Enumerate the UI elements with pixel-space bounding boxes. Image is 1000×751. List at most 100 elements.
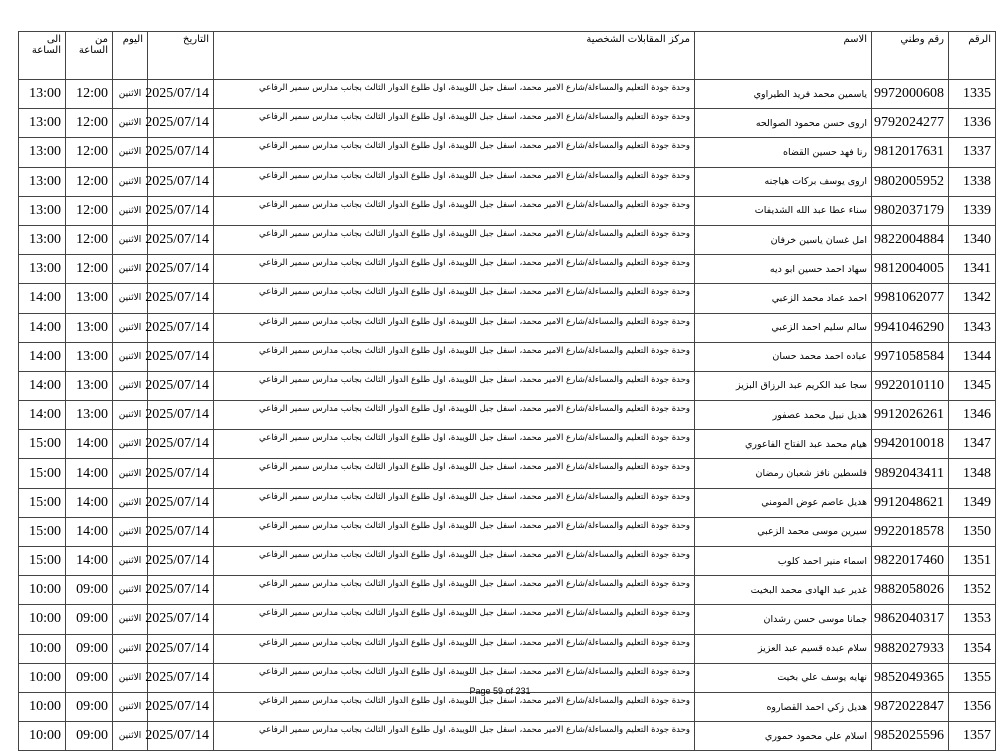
interview-date: 2025/07/14 <box>145 283 214 314</box>
interview-day: الاثنين <box>112 370 148 402</box>
national-id: 9882027933 <box>871 633 949 664</box>
applicant-name: سلام عبده قسيم عبد العزيز <box>694 633 872 664</box>
national-id: 9872022847 <box>871 691 949 723</box>
interview-day: الاثنين <box>112 283 148 314</box>
start-time: 09:00 <box>65 575 113 606</box>
interview-day: الاثنين <box>112 545 148 577</box>
interview-date: 2025/07/14 <box>145 78 214 110</box>
national-id: 9822004884 <box>871 224 949 256</box>
interview-center: وحدة جودة التعليم والمساءلة/شارع الامير … <box>213 78 695 110</box>
interview-date: 2025/07/14 <box>145 721 214 751</box>
row-number: 1344 <box>948 341 996 372</box>
table-row: 1348 9892043411 فلسطين نافز شعبان رمضان وحد… <box>18 458 996 489</box>
table-row: 1346 9912026261 هديل نبيل محمد عصفور وحدة ج… <box>18 400 996 431</box>
applicant-name: هديل نبيل محمد عصفور <box>694 400 872 431</box>
row-number: 1337 <box>948 137 996 168</box>
interview-center: وحدة جودة التعليم والمساءلة/شارع الامير … <box>213 137 695 168</box>
table-row: 1339 9802037179 سناء عطا عبد الله الشديفات… <box>18 195 996 226</box>
start-time: 12:00 <box>65 78 113 110</box>
start-time: 09:00 <box>65 633 113 664</box>
interview-center: وحدة جودة التعليم والمساءلة/شارع الامير … <box>213 458 695 489</box>
interview-day: الاثنين <box>112 458 148 489</box>
interview-day: الاثنين <box>112 604 148 635</box>
start-time: 12:00 <box>65 166 113 197</box>
start-time: 09:00 <box>65 721 113 751</box>
interview-day: الاثنين <box>112 108 148 139</box>
applicant-name: سجا عبد الكريم عبد الرزاق البزيز <box>694 370 872 402</box>
applicant-name: امل غسان ياسين خرفان <box>694 224 872 256</box>
national-id: 9802005952 <box>871 166 949 197</box>
start-time: 14:00 <box>65 545 113 577</box>
start-time: 14:00 <box>65 516 113 548</box>
national-id: 9812017631 <box>871 137 949 168</box>
header-name: الاسم <box>694 31 872 80</box>
interview-day: الاثنين <box>112 224 148 256</box>
applicant-name: سهاد احمد حسين ابو ديه <box>694 254 872 285</box>
table-row: 1351 9822017460 اسماء منير احمد كلوب وحدة ج… <box>18 545 996 577</box>
national-id: 9922018578 <box>871 516 949 548</box>
table-row: 1349 9912048621 هديل عاصم عوض المومني وحدة … <box>18 487 996 518</box>
row-number: 1345 <box>948 370 996 402</box>
interview-date: 2025/07/14 <box>145 545 214 577</box>
end-time: 14:00 <box>18 400 66 431</box>
applicant-name: سالم سليم احمد الزعبي <box>694 312 872 343</box>
interview-day: الاثنين <box>112 691 148 723</box>
interview-center: وحدة جودة التعليم والمساءلة/شارع الامير … <box>213 575 695 606</box>
row-number: 1338 <box>948 166 996 197</box>
applicant-name: اروى حسن محمود الصوالحه <box>694 108 872 139</box>
interview-center: وحدة جودة التعليم والمساءلة/شارع الامير … <box>213 108 695 139</box>
row-number: 1348 <box>948 458 996 489</box>
national-id: 9862040317 <box>871 604 949 635</box>
end-time: 15:00 <box>18 516 66 548</box>
interview-center: وحدة جودة التعليم والمساءلة/شارع الامير … <box>213 254 695 285</box>
interview-date: 2025/07/14 <box>145 575 214 606</box>
national-id: 9971058584 <box>871 341 949 372</box>
interview-center: وحدة جودة التعليم والمساءلة/شارع الامير … <box>213 312 695 343</box>
interview-date: 2025/07/14 <box>145 604 214 635</box>
interview-center: وحدة جودة التعليم والمساءلة/شارع الامير … <box>213 224 695 256</box>
interview-center: وحدة جودة التعليم والمساءلة/شارع الامير … <box>213 516 695 548</box>
interview-center: وحدة جودة التعليم والمساءلة/شارع الامير … <box>213 429 695 460</box>
interview-day: الاثنين <box>112 575 148 606</box>
interview-center: وحدة جودة التعليم والمساءلة/شارع الامير … <box>213 721 695 751</box>
national-id: 9912026261 <box>871 400 949 431</box>
national-id: 9852049365 <box>871 662 949 693</box>
row-number: 1339 <box>948 195 996 226</box>
applicant-name: جمانا موسى حسن رشدان <box>694 604 872 635</box>
interview-date: 2025/07/14 <box>145 516 214 548</box>
interview-center: وحدة جودة التعليم والمساءلة/شارع الامير … <box>213 370 695 402</box>
start-time: 13:00 <box>65 400 113 431</box>
table-row: 1336 9792024277 اروى حسن محمود الصوالحه وحد… <box>18 108 996 139</box>
interview-date: 2025/07/14 <box>145 137 214 168</box>
header-from: من الساعة <box>65 31 113 80</box>
row-number: 1355 <box>948 662 996 693</box>
table-row: 1341 9812004005 سهاد احمد حسين ابو ديه وحدة… <box>18 254 996 285</box>
national-id: 9812004005 <box>871 254 949 285</box>
row-number: 1335 <box>948 78 996 110</box>
applicant-name: عباده احمد محمد حسان <box>694 341 872 372</box>
row-number: 1354 <box>948 633 996 664</box>
interview-center: وحدة جودة التعليم والمساءلة/شارع الامير … <box>213 604 695 635</box>
interview-date: 2025/07/14 <box>145 341 214 372</box>
row-number: 1342 <box>948 283 996 314</box>
interview-day: الاثنين <box>112 137 148 168</box>
interview-day: الاثنين <box>112 312 148 343</box>
table-row: 1356 9872022847 هديل زكي احمد القصاروه وحدة… <box>18 691 996 723</box>
table-row: 1335 9972000608 ياسمين محمد فريد الطيراوي و… <box>18 78 996 110</box>
interview-center: وحدة جودة التعليم والمساءلة/شارع الامير … <box>213 691 695 723</box>
end-time: 13:00 <box>18 254 66 285</box>
interview-center: وحدة جودة التعليم والمساءلة/شارع الامير … <box>213 166 695 197</box>
table-row: 1352 9882058026 غدير عبد الهادى محمد البخي… <box>18 575 996 606</box>
national-id: 9941046290 <box>871 312 949 343</box>
interview-date: 2025/07/14 <box>145 370 214 402</box>
start-time: 09:00 <box>65 691 113 723</box>
header-to: الى الساعة <box>18 31 66 80</box>
page-footer: Page 59 of 231 <box>469 686 531 696</box>
header-no: الرقم <box>948 31 996 80</box>
end-time: 13:00 <box>18 78 66 110</box>
national-id: 9792024277 <box>871 108 949 139</box>
table-row: 1338 9802005952 اروى يوسف بركات هياجنه وحدة… <box>18 166 996 197</box>
end-time: 10:00 <box>18 575 66 606</box>
interview-day: الاثنين <box>112 400 148 431</box>
start-time: 13:00 <box>65 283 113 314</box>
